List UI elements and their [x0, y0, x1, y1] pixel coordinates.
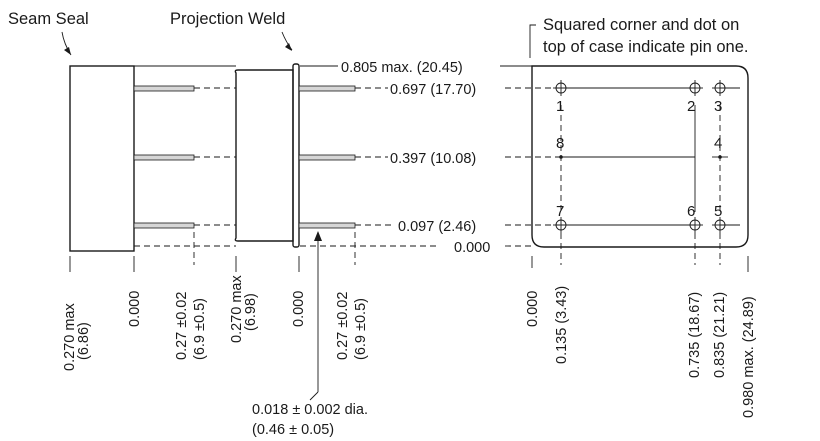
- right-dimension-labels: 0.805 max. (20.45) 0.697 (17.70) 0.397 (…: [341, 60, 490, 256]
- pin-1-marker: [553, 80, 569, 96]
- horizontal-extension-lines: [134, 65, 560, 247]
- pin-3-marker: [712, 80, 728, 96]
- weld-pin-top: [298, 85, 356, 92]
- pin-5-marker: [712, 217, 728, 233]
- top-view-case: [531, 65, 749, 248]
- pin-4-marker: [718, 155, 722, 159]
- pin-label-3: 3: [714, 98, 722, 115]
- pin-number-labels: 1 2 3 4 5 6 7 8: [556, 98, 722, 220]
- pin-markers: [553, 80, 728, 233]
- projection-weld-pins: [298, 85, 356, 229]
- pin-diameter-leader: [309, 231, 322, 401]
- seam-height-label-mm: (6.86): [76, 322, 92, 360]
- pin-length-1-label: 0.27 ±0.02: [174, 292, 190, 360]
- top-x-0835-label: 0.835 (21.21): [712, 292, 728, 378]
- pin-label-8: 8: [556, 135, 564, 152]
- pin-label-6: 6: [687, 203, 695, 220]
- projection-weld-arrowhead: [285, 43, 292, 51]
- seam-height-label: 0.270 max: [62, 303, 78, 371]
- pin-2-marker: [687, 80, 703, 96]
- pin-diameter-label: 0.018 ± 0.002 dia.: [252, 402, 368, 418]
- seam-seal-arrowhead: [64, 47, 71, 55]
- dim-0805: 0.805 max. (20.45): [341, 60, 463, 76]
- pin-label-5: 5: [714, 203, 722, 220]
- dim-0397: 0.397 (10.08): [390, 151, 476, 167]
- pin-diameter-label-mm: (0.46 ± 0.05): [252, 422, 334, 438]
- pin-length-2-label-mm: (6.9 ±0.5): [353, 298, 369, 360]
- pin-label-4: 4: [714, 135, 722, 152]
- seam-seal-label: Seam Seal: [8, 10, 89, 28]
- pin-label-1: 1: [556, 98, 564, 115]
- pin-length-2-label: 0.27 ±0.02: [335, 292, 351, 360]
- seam-pin-bottom: [133, 222, 195, 229]
- seam-seal-body: [69, 65, 135, 252]
- projection-weld-body: [234, 63, 300, 248]
- projection-weld-label: Projection Weld: [170, 10, 285, 28]
- weld-height-label: 0.270 max: [229, 275, 245, 343]
- pin-one-note-bracket: [529, 24, 536, 58]
- pin-length-1-label-mm: (6.9 ±0.5): [192, 298, 208, 360]
- pin-7-marker: [553, 217, 569, 233]
- dim-0000-h: 0.000: [454, 240, 490, 256]
- seam-seal-pins: [133, 85, 195, 229]
- pin-one-note-line2: top of case indicate pin one.: [543, 38, 748, 56]
- seam-zero-label: 0.000: [127, 291, 143, 327]
- dim-0097: 0.097 (2.46): [398, 219, 476, 235]
- top-x-0135-label: 0.135 (3.43): [554, 286, 570, 364]
- bottom-dimension-labels: 0.270 max (6.86) 0.000 0.27 ±0.02 (6.9 ±…: [62, 275, 757, 418]
- vertical-extension-lines: [69, 232, 749, 272]
- dim-0697: 0.697 (17.70): [390, 82, 476, 98]
- pin-8-marker: [559, 155, 563, 159]
- weld-pin-mid: [298, 154, 356, 161]
- top-x-0735-label: 0.735 (18.67): [687, 292, 703, 378]
- seam-pin-top: [133, 85, 195, 92]
- weld-zero-label: 0.000: [291, 291, 307, 327]
- weld-height-label-mm: (6.98): [243, 293, 259, 331]
- weld-pin-bottom: [298, 222, 356, 229]
- seam-pin-mid: [133, 154, 195, 161]
- pin-label-7: 7: [556, 203, 564, 220]
- pin-6-marker: [687, 217, 703, 233]
- top-x-zero-label: 0.000: [525, 291, 541, 327]
- pin-one-note-line1: Squared corner and dot on: [543, 16, 739, 34]
- pin-label-2: 2: [687, 98, 695, 115]
- top-x-0980-label: 0.980 max. (24.89): [741, 296, 757, 418]
